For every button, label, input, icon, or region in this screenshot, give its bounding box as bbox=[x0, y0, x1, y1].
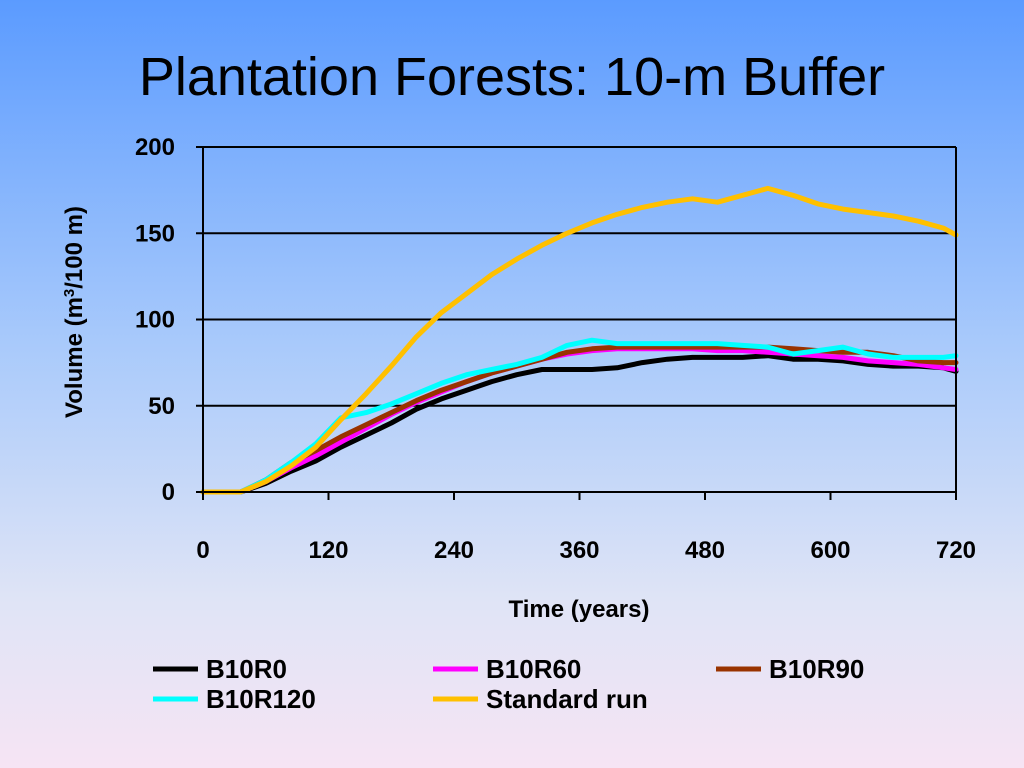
x-axis-ticks: 0 120 240 360 480 600 720 bbox=[196, 492, 976, 564]
legend: B10R0 B10R60 B10R90 B10R120 Standard run bbox=[153, 654, 864, 714]
legend-label-2: B10R90 bbox=[769, 654, 864, 684]
legend-item-2: B10R90 bbox=[716, 654, 864, 684]
x-tick-label-1: 120 bbox=[308, 537, 348, 564]
legend-label-3: B10R120 bbox=[206, 684, 316, 714]
x-tick-label-3: 360 bbox=[559, 537, 599, 564]
legend-label-1: B10R60 bbox=[486, 654, 581, 684]
y-tick-label-3: 150 bbox=[135, 220, 175, 247]
y-axis-title-main: Volume (m bbox=[61, 297, 88, 418]
gridlines bbox=[203, 146, 956, 407]
y-axis-title-unit: /100 m) bbox=[61, 206, 88, 289]
y-tick-label-1: 50 bbox=[148, 393, 175, 420]
y-axis-title: Volume (m3/100 m) bbox=[61, 206, 89, 418]
slide-title: Plantation Forests: 10-m Buffer bbox=[138, 47, 886, 107]
series-line-2 bbox=[200, 344, 959, 495]
y-tick-label-0: 0 bbox=[162, 479, 175, 506]
series-lines bbox=[200, 185, 959, 495]
x-tick-label-5: 600 bbox=[810, 537, 850, 564]
y-tick-label-4: 200 bbox=[135, 134, 175, 161]
x-tick-label-2: 240 bbox=[434, 537, 474, 564]
y-axis-ticks: 0 50 100 150 200 bbox=[135, 134, 203, 506]
legend-label-0: B10R0 bbox=[206, 654, 287, 684]
legend-item-0: B10R0 bbox=[153, 654, 287, 684]
series-line-4 bbox=[200, 185, 959, 495]
y-tick-label-2: 100 bbox=[135, 307, 175, 334]
legend-item-3: B10R120 bbox=[153, 684, 316, 714]
x-tick-label-6: 720 bbox=[936, 537, 976, 564]
series-line-0 bbox=[200, 353, 959, 495]
legend-item-1: B10R60 bbox=[433, 654, 581, 684]
x-tick-label-0: 0 bbox=[196, 537, 209, 564]
legend-label-4: Standard run bbox=[486, 684, 648, 714]
y-axis-title-superscript: 3 bbox=[61, 289, 78, 297]
x-tick-label-4: 480 bbox=[685, 537, 725, 564]
legend-item-4: Standard run bbox=[433, 684, 648, 714]
x-axis-title: Time (years) bbox=[509, 596, 650, 623]
